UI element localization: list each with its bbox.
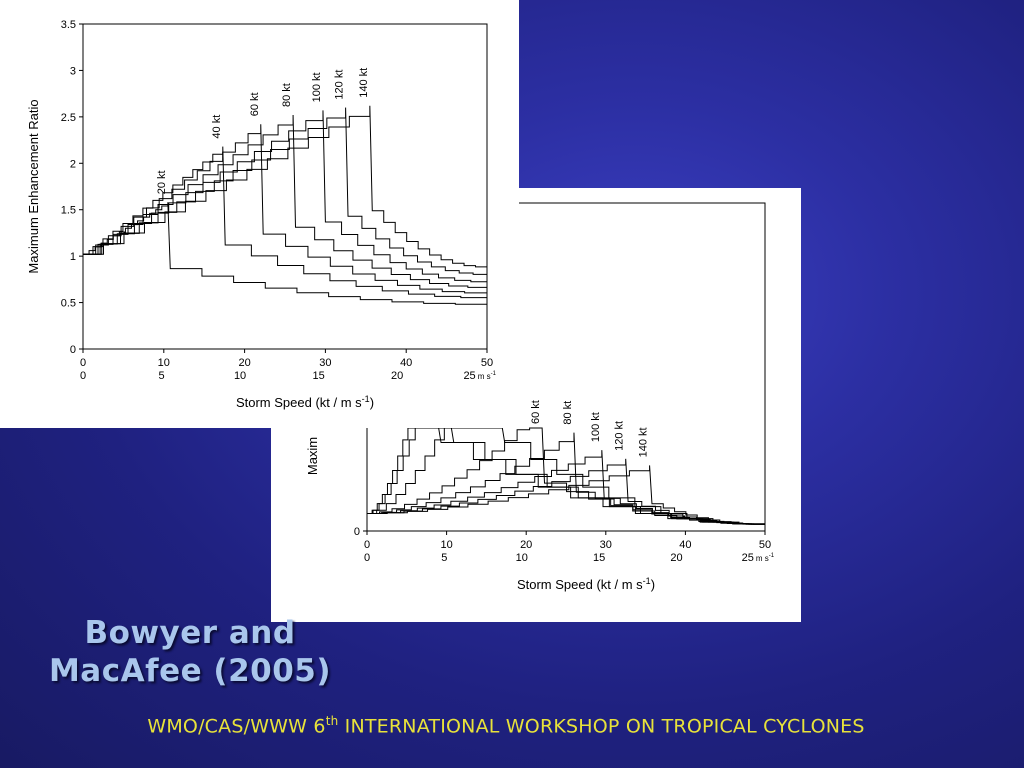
x-tick-label-kt: 40 <box>400 357 412 369</box>
y-tick-label: 3.5 <box>61 19 76 31</box>
series-label: 140 kt <box>638 427 650 457</box>
x-tick-label-ms: 0 <box>80 370 86 382</box>
x-tick-label-ms: 25 <box>463 370 475 382</box>
x-ms-unit: m s-1 <box>756 553 775 563</box>
series-label: 20 kt <box>156 170 168 194</box>
x-tick-label-ms: 5 <box>441 552 447 564</box>
series-line <box>83 114 488 288</box>
series-line <box>83 146 488 299</box>
x-tick-label-ms: 20 <box>670 552 682 564</box>
slide-footer: WMO/CAS/WWW 6th INTERNATIONAL WORKSHOP O… <box>0 714 1012 737</box>
series-label: 60 kt <box>530 400 542 424</box>
series-line <box>367 427 766 525</box>
x-tick-label-ms: 15 <box>312 370 324 382</box>
x-tick-label-kt: 20 <box>238 357 250 369</box>
series-line <box>83 124 488 294</box>
x-tick-label-kt: 0 <box>364 539 370 551</box>
footer-text-pre: WMO/CAS/WWW 6 <box>147 715 326 738</box>
x-tick-label-kt: 20 <box>520 539 532 551</box>
x-tick-label-kt: 0 <box>80 357 86 369</box>
y-tick-label: 0 <box>354 526 360 538</box>
x-tick-label-kt: 40 <box>679 539 691 551</box>
series-line <box>367 427 766 525</box>
series-label: 120 kt <box>334 70 346 100</box>
y-tick-label: 1.5 <box>61 205 76 217</box>
x-tick-label-ms: 10 <box>234 370 246 382</box>
footer-text-post: INTERNATIONAL WORKSHOP ON TROPICAL CYCLO… <box>338 715 865 738</box>
y-axis-label: Maxim <box>305 437 320 475</box>
series-label: 100 kt <box>311 72 323 102</box>
x-axis-label: Storm Speed (kt / m s-1) <box>236 394 374 410</box>
y-axis-label: Maximum Enhancement Ratio <box>26 99 41 273</box>
x-tick-label-kt: 10 <box>158 357 170 369</box>
y-tick-label: 3 <box>70 65 76 77</box>
series-label: 140 kt <box>358 68 370 98</box>
series-label: 120 kt <box>614 421 626 451</box>
x-axis-label: Storm Speed (kt / m s-1) <box>517 576 655 592</box>
series-line <box>83 110 488 283</box>
x-ms-unit: m s-1 <box>478 371 497 381</box>
x-tick-label-kt: 50 <box>759 539 771 551</box>
x-tick-label-ms: 25 <box>742 552 754 564</box>
y-tick-label: 2.5 <box>61 112 76 124</box>
plot-frame <box>82 23 488 350</box>
series-label: 40 kt <box>211 115 223 139</box>
y-tick-label: 0 <box>70 344 76 356</box>
y-tick-label: 0.5 <box>61 298 76 310</box>
x-tick-label-ms: 5 <box>158 370 164 382</box>
x-tick-label-kt: 30 <box>319 357 331 369</box>
y-tick-label: 1 <box>70 251 76 263</box>
x-tick-label-ms: 0 <box>364 552 370 564</box>
x-tick-label-ms: 20 <box>391 370 403 382</box>
x-tick-label-ms: 15 <box>593 552 605 564</box>
series-line <box>367 465 766 525</box>
series-label: 60 kt <box>249 92 261 116</box>
slide-caption: Bowyer and MacAfee (2005) <box>40 614 340 690</box>
series-line <box>367 458 766 525</box>
series-label: 100 kt <box>590 412 602 442</box>
chart-top: 00.511.522.533.50 10 20 30 40 500 5 10 15 20 25 m s… <box>26 19 497 410</box>
series-line <box>367 432 766 525</box>
series-line <box>83 107 488 275</box>
x-tick-label-kt: 10 <box>440 539 452 551</box>
series-label: 80 kt <box>562 401 574 425</box>
x-tick-label-kt: 30 <box>600 539 612 551</box>
y-tick-label: 2 <box>70 158 76 170</box>
series-line <box>83 105 488 268</box>
caption-line-1: Bowyer and <box>84 615 296 651</box>
x-tick-label-kt: 50 <box>481 357 493 369</box>
series-line <box>367 427 766 525</box>
caption-line-2: MacAfee (2005) <box>48 653 332 689</box>
series-line <box>367 450 766 525</box>
series-line <box>367 427 766 525</box>
x-tick-label-ms: 10 <box>516 552 528 564</box>
chart-panel-top: 0 0.5 1 1.5 2 2.5 3 3.5 0 10 20 30 40 50 0 5 10 15 20 25 m s… <box>0 0 519 428</box>
footer-text-sup: th <box>325 714 339 728</box>
series-label: 80 kt <box>281 83 293 107</box>
